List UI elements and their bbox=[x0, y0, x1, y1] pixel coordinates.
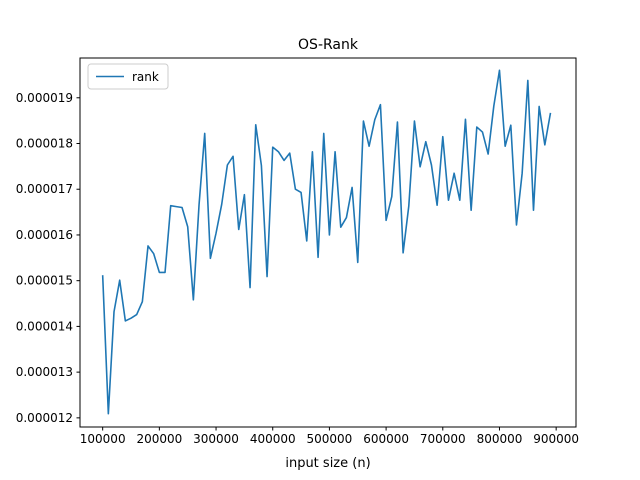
y-tick-label: 0.000017 bbox=[16, 182, 73, 196]
x-tick-label: 800000 bbox=[477, 432, 523, 446]
x-tick-label: 300000 bbox=[193, 432, 239, 446]
x-axis-ticks: 100000 200000 300000 400000 500000 600000 7000… bbox=[80, 427, 579, 446]
y-tick-label: 0.000016 bbox=[16, 228, 73, 242]
y-tick-label: 0.000018 bbox=[16, 137, 73, 151]
y-tick-label: 0.000015 bbox=[16, 274, 73, 288]
chart-title: OS-Rank bbox=[298, 37, 359, 53]
legend-label-rank: rank bbox=[132, 70, 159, 84]
series-layer bbox=[101, 69, 552, 415]
plot-area-frame bbox=[79, 57, 577, 428]
x-tick-label: 600000 bbox=[363, 432, 409, 446]
legend: rank bbox=[87, 63, 169, 90]
y-axis-ticks: 0.000012 0.000013 0.000014 0.000015 0.000016… bbox=[16, 91, 80, 425]
x-tick-label: 900000 bbox=[533, 432, 579, 446]
x-tick-label: 200000 bbox=[136, 432, 182, 446]
series-line-rank bbox=[101, 69, 552, 415]
x-tick-label: 500000 bbox=[307, 432, 353, 446]
y-tick-label: 0.000014 bbox=[16, 319, 73, 333]
y-tick-label: 0.000019 bbox=[16, 91, 73, 105]
x-tick-label: 100000 bbox=[80, 432, 126, 446]
y-tick-label: 0.000012 bbox=[16, 411, 73, 425]
legend-box bbox=[87, 63, 169, 90]
x-axis-label: input size (n) bbox=[285, 456, 370, 471]
x-tick-label: 400000 bbox=[250, 432, 296, 446]
y-tick-label: 0.000013 bbox=[16, 365, 73, 379]
x-tick-label: 700000 bbox=[420, 432, 466, 446]
